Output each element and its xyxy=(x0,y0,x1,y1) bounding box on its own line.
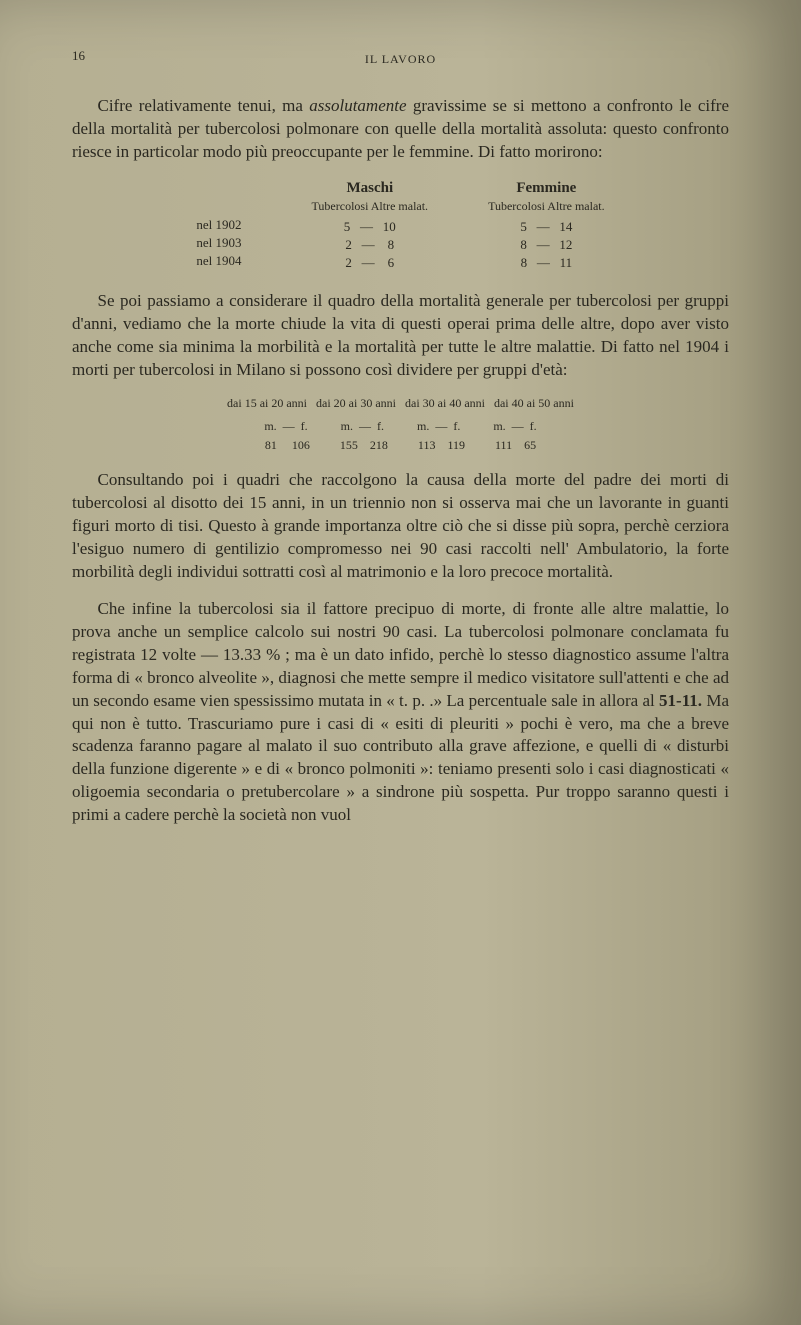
paragraph-1: Cifre relativamente tenui, ma assolutame… xyxy=(72,95,729,164)
header-title: IL LAVORO xyxy=(72,52,729,67)
para1-italic: assolutamente xyxy=(309,96,406,115)
table-year-column: nel 1902 nel 1903 nel 1904 xyxy=(196,180,241,273)
table-maschi-column: Maschi Tubercolosi Altre malat. 5 — 10 2… xyxy=(312,180,429,273)
table-maschi-r2: 2 — 8 xyxy=(312,236,429,254)
data-line-1: dai 15 ai 20 anni dai 20 ai 30 anni dai … xyxy=(72,396,729,411)
age-group-data: dai 15 ai 20 anni dai 20 ai 30 anni dai … xyxy=(72,396,729,453)
table-maschi-r3: 2 — 6 xyxy=(312,254,429,272)
paragraph-4: Che infine la tubercolosi sia il fattore… xyxy=(72,598,729,827)
table-femmine-r2: 8 — 12 xyxy=(488,236,605,254)
page-number: 16 xyxy=(72,48,85,64)
page: 16 IL LAVORO Cifre relativamente tenui, … xyxy=(0,0,801,1325)
para1-prefix: Cifre relativamente tenui, ma xyxy=(98,96,310,115)
table-femmine-heading: Femmine xyxy=(488,180,605,197)
para4-text: Che infine la tubercolosi sia il fattore… xyxy=(72,599,729,710)
paragraph-3: Consultando poi i quadri che raccolgono … xyxy=(72,469,729,584)
para4-text2: Ma qui non è tutto. Trascuriamo pure i c… xyxy=(72,691,729,825)
table-year-r1: nel 1902 xyxy=(196,216,241,234)
table-maschi-sub: Tubercolosi Altre malat. xyxy=(312,199,429,214)
table-year-r3: nel 1904 xyxy=(196,252,241,270)
paragraph-2: Se poi passiamo a considerare il quadro … xyxy=(72,290,729,382)
table-femmine-sub: Tubercolosi Altre malat. xyxy=(488,199,605,214)
table-year-r2: nel 1903 xyxy=(196,234,241,252)
table-maschi-r1: 5 — 10 xyxy=(312,218,429,236)
mortality-table: nel 1902 nel 1903 nel 1904 Maschi Tuberc… xyxy=(72,180,729,273)
para4-bold: 51-11. xyxy=(659,691,702,710)
table-femmine-column: Femmine Tubercolosi Altre malat. 5 — 14 … xyxy=(488,180,605,273)
data-line-3: 81 106 155 218 113 119 111 65 xyxy=(72,438,729,453)
table-maschi-heading: Maschi xyxy=(312,180,429,197)
table-femmine-r1: 5 — 14 xyxy=(488,218,605,236)
table-femmine-r3: 8 — 11 xyxy=(488,254,605,272)
data-line-2: m. — f. m. — f. m. — f. m. — f. xyxy=(72,419,729,434)
